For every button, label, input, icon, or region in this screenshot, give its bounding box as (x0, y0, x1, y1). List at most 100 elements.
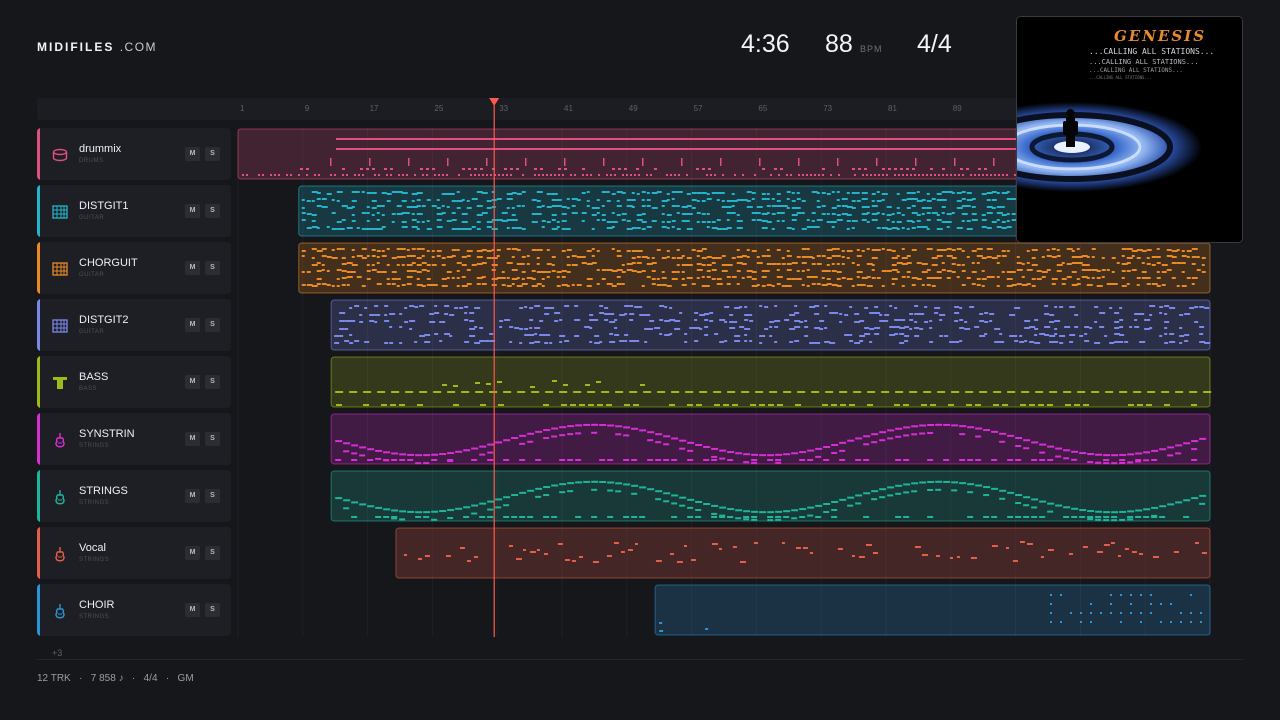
solo-button[interactable]: S (205, 261, 220, 275)
playhead-handle[interactable] (489, 98, 500, 106)
midi-note (629, 319, 634, 321)
midi-note (589, 327, 593, 329)
mute-button[interactable]: M (185, 318, 200, 332)
midi-note (706, 198, 712, 200)
solo-button[interactable]: S (205, 318, 220, 332)
midi-note (1141, 250, 1147, 252)
midi-note (631, 262, 636, 264)
mute-button[interactable]: M (185, 261, 200, 275)
midi-note (726, 212, 733, 214)
midi-note (591, 262, 597, 264)
solo-button[interactable]: S (205, 489, 220, 503)
solo-button[interactable]: S (205, 432, 220, 446)
midi-note (1047, 445, 1055, 448)
track-header-bass[interactable]: BASS BASS M S (37, 356, 231, 408)
solo-button[interactable]: S (205, 603, 220, 617)
timeline-ruler[interactable]: 191725334149576573818997105113121 (37, 98, 1225, 120)
midi-note (806, 226, 812, 228)
midi-note (903, 426, 911, 429)
midi-note (886, 174, 888, 176)
midi-note (1040, 556, 1044, 558)
solo-button[interactable]: S (205, 375, 220, 389)
midi-note (631, 516, 638, 518)
midi-note (646, 199, 651, 201)
track-name: DISTGIT2 (79, 314, 129, 326)
track-header-strings[interactable]: STRINGS STRINGS M S (37, 470, 231, 522)
midi-note (476, 250, 483, 252)
midi-note (1151, 449, 1159, 452)
midi-note (543, 429, 551, 432)
midi-note (439, 453, 447, 456)
clip-synstrin[interactable] (330, 413, 1211, 465)
midi-note (1119, 518, 1126, 521)
midi-note (826, 264, 830, 266)
track-header-drummix[interactable]: drummix DRUMS M S (37, 128, 231, 180)
midi-note (624, 305, 630, 307)
mute-button[interactable]: M (185, 432, 200, 446)
midi-note (346, 276, 353, 278)
mute-button[interactable]: M (185, 546, 200, 560)
midi-note (761, 227, 768, 229)
midi-note (624, 340, 628, 342)
mute-button[interactable]: M (185, 603, 200, 617)
midi-note (356, 276, 362, 278)
track-header-vocal[interactable]: Vocal STRINGS M S (37, 527, 231, 579)
midi-note (981, 285, 985, 287)
track-header-choir[interactable]: CHOIR STRINGS M S (37, 584, 231, 636)
midi-note (441, 212, 446, 214)
midi-note (583, 480, 591, 483)
midi-note (836, 205, 841, 207)
midi-note (979, 335, 986, 337)
clip-strings[interactable] (330, 470, 1211, 522)
midi-note (959, 340, 963, 342)
track-header-distgit2[interactable]: DISTGIT2 GUITAR M S (37, 299, 231, 351)
mute-button[interactable]: M (185, 489, 200, 503)
site-logo[interactable]: MIDIFILES .COM (37, 40, 157, 54)
midi-note (444, 305, 450, 307)
midi-note (696, 200, 700, 202)
mute-button[interactable]: M (185, 204, 200, 218)
solo-button[interactable]: S (205, 204, 220, 218)
clip-bass[interactable] (330, 356, 1212, 408)
mute-button[interactable]: M (185, 147, 200, 161)
midi-note (959, 319, 964, 321)
midi-note (966, 199, 973, 201)
midi-note (1176, 285, 1180, 287)
midi-note (627, 549, 633, 551)
midi-note (879, 488, 887, 491)
midi-note (1036, 270, 1042, 272)
midi-note (615, 391, 624, 393)
clip-vocal[interactable] (395, 527, 1211, 579)
clip-drummix[interactable] (237, 128, 1211, 180)
clip-choir[interactable] (654, 584, 1211, 636)
clip-chorguit[interactable] (298, 242, 1211, 294)
midi-note (1184, 340, 1189, 342)
midi-note (246, 174, 248, 176)
track-header-synstrin[interactable]: SYNSTRIN STRINGS M S (37, 413, 231, 465)
midi-note (701, 213, 706, 215)
midi-note (574, 174, 576, 176)
solo-button[interactable]: S (205, 546, 220, 560)
midi-note (861, 198, 868, 200)
mute-button[interactable]: M (185, 375, 200, 389)
midi-note (954, 174, 956, 176)
midi-note (606, 555, 612, 557)
track-header-chorguit[interactable]: CHORGUIT GUITAR M S (37, 242, 231, 294)
midi-note (1179, 327, 1183, 329)
clip-distgit2[interactable] (330, 299, 1211, 351)
midi-note (603, 158, 605, 166)
midi-note (451, 219, 457, 221)
midi-note (1007, 516, 1014, 518)
more-tracks-indicator[interactable]: +3 (52, 648, 63, 658)
midi-note (731, 200, 738, 202)
midi-note (911, 227, 916, 229)
track-header-distgit1[interactable]: DISTGIT1 GUITAR M S (37, 185, 231, 237)
solo-button[interactable]: S (205, 147, 220, 161)
midi-note (575, 432, 582, 435)
midi-note (695, 443, 703, 446)
midi-note (1160, 603, 1162, 605)
midi-note (676, 212, 680, 214)
midi-note (882, 168, 885, 170)
midi-note (751, 518, 758, 521)
